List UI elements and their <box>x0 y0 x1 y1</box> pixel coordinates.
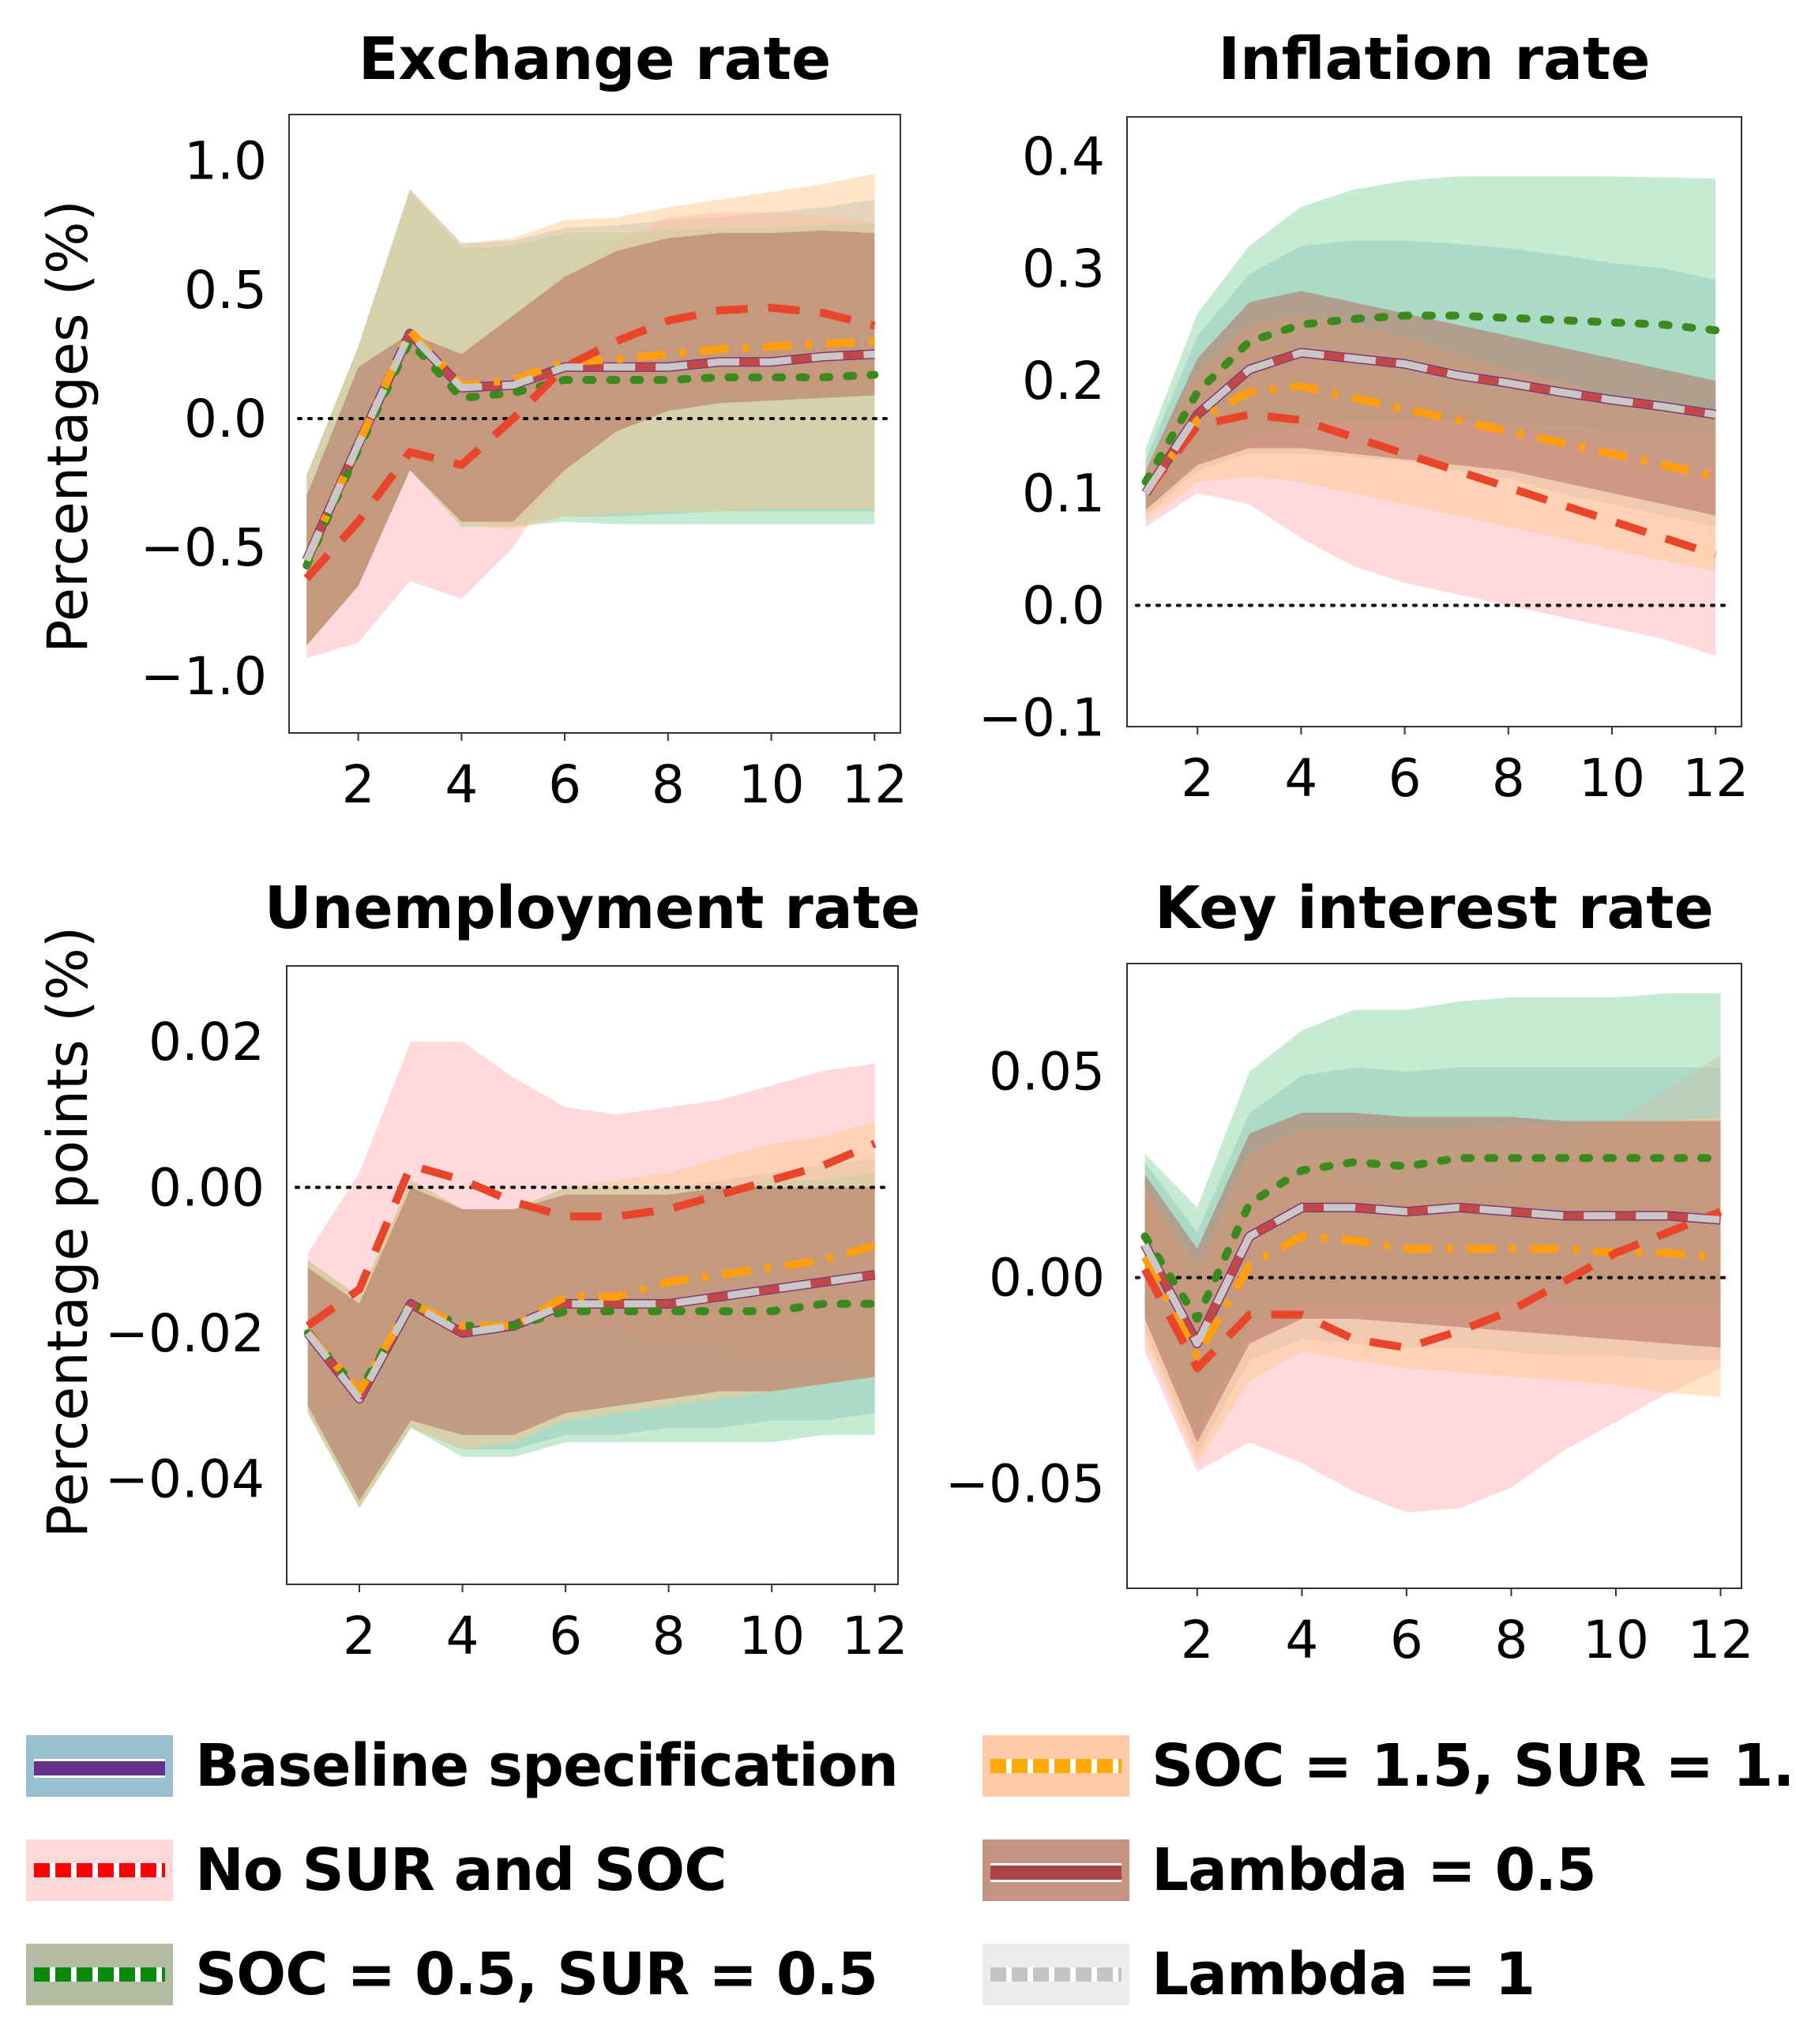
legend-label-no-sur-soc: No SUR and SOC <box>195 1836 727 1904</box>
legend-item-lambda05: Lambda = 0.5 <box>983 1836 1597 1904</box>
confidence-band-lambda05 <box>1145 291 1716 516</box>
x-tick-label: 8 <box>1494 1610 1527 1670</box>
chart-title: Exchange rate <box>359 25 831 93</box>
x-tick-label: 12 <box>841 754 907 815</box>
y-tick-label: 0.5 <box>184 260 267 321</box>
plot-area <box>295 1041 890 1509</box>
series-line-no_sur_soc <box>1141 1208 1723 1373</box>
plot-area <box>297 174 892 659</box>
series-line-soc15 <box>302 327 875 562</box>
x-tick-label: 10 <box>1579 748 1645 809</box>
axes-frame <box>286 965 899 1585</box>
x-tick-label: 8 <box>652 1606 686 1666</box>
axes-frame <box>1126 116 1742 727</box>
x-tick-label: 8 <box>652 754 685 815</box>
legend-swatch-baseline <box>26 1735 173 1797</box>
y-tick-label: 0.4 <box>1022 126 1105 187</box>
x-tick-label: 2 <box>343 1606 376 1666</box>
plot-area <box>1135 176 1734 656</box>
series-line-lambda1 <box>1141 1204 1721 1347</box>
series-line-soc05 <box>302 337 879 569</box>
figure: Percentages (%) Percentage points (%) Ex… <box>36 25 1754 1670</box>
plot-area <box>1135 993 1734 1512</box>
x-tick-label: 4 <box>1285 1610 1318 1670</box>
chart-panel-3: Unemployment rate 2 4 6 8 10 12 −0.04 −0.02 0.00 0… <box>105 874 921 1666</box>
y-tick-label: 0.02 <box>148 1012 265 1073</box>
legend-label-baseline: Baseline specification <box>195 1732 899 1800</box>
y-tick-label: −1.0 <box>141 646 267 707</box>
legend-item-soc05: SOC = 0.5, SUR = 0.5 <box>26 1941 878 2008</box>
y-tick-label: 0.2 <box>1022 351 1105 411</box>
series-line-lambda1 <box>305 1271 876 1403</box>
y-axis-label-bottom: Percentage points (%) <box>36 926 100 1538</box>
x-tick-label: 10 <box>1583 1610 1649 1670</box>
legend-swatch-soc05 <box>26 1944 173 2005</box>
legend-item-no-sur-soc: No SUR and SOC <box>26 1836 727 1904</box>
chart-title: Key interest rate <box>1155 874 1714 942</box>
y-tick-label: 0.05 <box>989 1042 1105 1103</box>
chart-panel-4: Key interest rate 2 4 6 8 10 12 −0.05 0.00 0.05 <box>945 874 1754 1670</box>
y-tick-label: 0.0 <box>184 389 267 449</box>
y-tick-label: 0.3 <box>1022 239 1105 299</box>
y-tick-label: 0.00 <box>989 1248 1105 1309</box>
x-tick-label: 12 <box>1682 748 1749 809</box>
x-tick-label: 10 <box>738 1606 805 1666</box>
x-tick-label: 8 <box>1492 748 1525 809</box>
x-tick-label: 12 <box>842 1606 908 1666</box>
x-tick-label: 6 <box>549 1606 582 1666</box>
x-tick-label: 2 <box>1181 748 1214 809</box>
y-tick-label: −0.1 <box>979 688 1105 749</box>
x-tick-label: 12 <box>1688 1610 1754 1670</box>
confidence-band-lambda05 <box>306 230 875 646</box>
series-line-no_sur_soc <box>1142 410 1717 559</box>
legend-label-soc15: SOC = 1.5, SUR = 1.5 <box>1152 1732 1796 1800</box>
series-line-soc15 <box>1141 1232 1721 1360</box>
y-tick-label: 1.0 <box>184 131 267 192</box>
legend-swatch-no-sur-soc <box>26 1839 173 1901</box>
y-tick-label: −0.5 <box>141 517 267 578</box>
series-line-no_sur_soc <box>305 1140 877 1329</box>
series-line-soc05 <box>1141 311 1720 487</box>
x-tick-label: 4 <box>1284 748 1317 809</box>
chart-panel-1: Exchange rate 2 4 6 8 10 12 −1.0 −0.5 0.0 0.5 1.0 <box>141 25 908 815</box>
axes-frame <box>288 114 901 734</box>
y-tick-label: 0.1 <box>1022 463 1105 524</box>
y-tick-label: −0.02 <box>105 1303 265 1364</box>
chart-panel-2: Inflation rate 2 4 6 8 10 12 −0.1 0.0 0.1 0.2 0.3 0.… <box>979 25 1749 809</box>
legend-label-soc05: SOC = 0.5, SUR = 0.5 <box>195 1941 878 2008</box>
x-tick-label: 4 <box>445 754 478 815</box>
y-tick-label: −0.04 <box>105 1448 265 1509</box>
confidence-band-lambda05 <box>307 1187 875 1501</box>
legend-item-lambda1: Lambda = 1 <box>983 1941 1535 2008</box>
legend-swatch-soc15 <box>983 1735 1129 1797</box>
legend-swatch-lambda1 <box>983 1944 1129 2005</box>
legend-label-lambda05: Lambda = 0.5 <box>1152 1836 1597 1904</box>
x-tick-label: 6 <box>1390 1610 1423 1670</box>
legend-label-lambda1: Lambda = 1 <box>1152 1941 1535 2008</box>
x-tick-label: 2 <box>342 754 375 815</box>
y-axis-label-top: Percentages (%) <box>36 200 100 653</box>
chart-title: Inflation rate <box>1218 25 1650 93</box>
y-tick-label: −0.05 <box>945 1453 1105 1514</box>
axes-frame <box>1126 963 1742 1589</box>
series-line-no_sur_soc <box>303 303 876 581</box>
legend-item-soc15: SOC = 1.5, SUR = 1.5 <box>983 1732 1796 1800</box>
chart-title: Unemployment rate <box>265 874 921 942</box>
y-tick-label: 0.0 <box>1022 575 1105 636</box>
series-line-lambda1 <box>1142 349 1716 495</box>
legend-item-baseline: Baseline specification <box>26 1732 899 1800</box>
x-tick-label: 4 <box>446 1606 479 1666</box>
series-line-soc15 <box>1142 382 1717 496</box>
x-tick-label: 6 <box>548 754 581 815</box>
series-line-lambda1 <box>303 329 875 562</box>
x-tick-label: 10 <box>738 754 805 815</box>
legend-swatch-lambda05 <box>983 1839 1129 1901</box>
y-tick-label: 0.00 <box>148 1157 265 1218</box>
x-tick-label: 6 <box>1388 748 1422 809</box>
x-tick-label: 2 <box>1181 1610 1214 1670</box>
